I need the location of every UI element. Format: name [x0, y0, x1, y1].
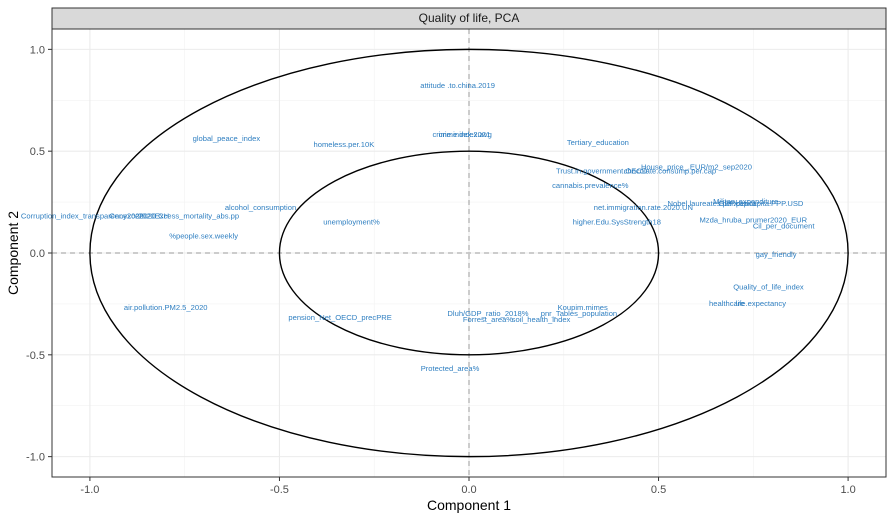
facet-strip	[51, 7, 887, 30]
variable-label: Quality_of_life_index	[733, 283, 804, 292]
x-axis-title: Component 1	[427, 497, 511, 513]
variable-label: Cil_per_document	[753, 222, 816, 231]
variable-label: healthcare	[709, 299, 744, 308]
variable-label: House_price_.EUR/m2_sep2020	[641, 162, 752, 171]
variable-label: Corruption_index_transparency2020	[21, 211, 144, 220]
variable-label: Tertiary_education	[567, 138, 629, 147]
variable-label: Forrest_area%	[463, 315, 513, 324]
y-tick-label: 0.5	[30, 146, 45, 158]
x-tick-label: 1.0	[840, 484, 855, 496]
variable-label: attitude .to.china.2019	[420, 81, 495, 90]
variable-label: Dluh/GDP_ratio_2018%	[447, 309, 528, 318]
correlation-circles	[89, 48, 849, 458]
variable-label: Cenexce2020.CH	[109, 211, 169, 220]
variable-label: chocolate.consump.per.cap	[624, 167, 716, 176]
variable-label: crime.index.2021	[432, 130, 490, 139]
variable-label: GDP.per.capita.PPP.USD	[718, 199, 803, 208]
variable-label: pnr_Tables_population	[541, 309, 617, 318]
x-tick-label: 0.0	[461, 484, 476, 496]
y-tick-label: 1.0	[30, 44, 45, 56]
variable-label: Mzda_hruba_prumer2020_EUR	[699, 215, 807, 224]
x-axis-ticks: -1.0 -0.5 0.0 0.5 1.0	[80, 477, 856, 496]
y-tick-label: -1.0	[26, 452, 45, 464]
variable-label: air.pollution.PM2.5_2020	[124, 303, 208, 312]
variable-label: Protected_area%	[421, 364, 480, 373]
facet-strip-title: Quality of life, PCA	[419, 11, 520, 25]
variable-label: cannabis.prevalence%	[552, 181, 629, 190]
inner-circle	[278, 150, 660, 356]
x-tick-label: 0.5	[651, 484, 666, 496]
y-tick-label: 0.0	[30, 248, 45, 260]
variable-label: net.immigration.rate.2020.UN	[594, 203, 693, 212]
x-tick-label: -0.5	[270, 484, 289, 496]
variable-label: life.expectancy	[736, 299, 786, 308]
variable-label: Koupim.mimes	[558, 303, 608, 312]
variable-label: unemployment%	[323, 217, 380, 226]
variable-label: Military.expenditure	[713, 197, 778, 206]
variable-label: pension_Net_OECD_precPRE	[288, 313, 391, 322]
variable-label: Trust.in.government.OECD	[556, 167, 648, 176]
variable-label: homeless.per.10K	[314, 140, 375, 149]
y-axis-ticks: -1.0 -0.5 0.0 0.5 1.0	[26, 44, 52, 464]
x-tick-label: -1.0	[80, 484, 99, 496]
variable-label: crime.index.avg	[439, 130, 492, 139]
variable-label: alcohol_consumption	[225, 203, 296, 212]
variable-label: gay_friendly	[756, 250, 797, 259]
variable-label: global_peace_index	[193, 134, 261, 143]
variable-label: soil_health_index	[512, 315, 571, 324]
variable-label: 2020Excess_mortality_abs.pp	[138, 211, 239, 220]
variable-labels: attitude .to.china.2019 global_peace_inde…	[21, 81, 815, 373]
outer-circle	[89, 48, 849, 458]
y-tick-label: -0.5	[26, 350, 45, 362]
variable-label: Nobel.laureates.per.capita	[668, 199, 757, 208]
y-axis-title: Component 2	[5, 211, 21, 295]
variable-label: higher.Edu.SysStrength18	[573, 217, 661, 226]
variable-label: %people.sex.weekly	[169, 232, 238, 241]
reference-lines	[52, 29, 886, 477]
